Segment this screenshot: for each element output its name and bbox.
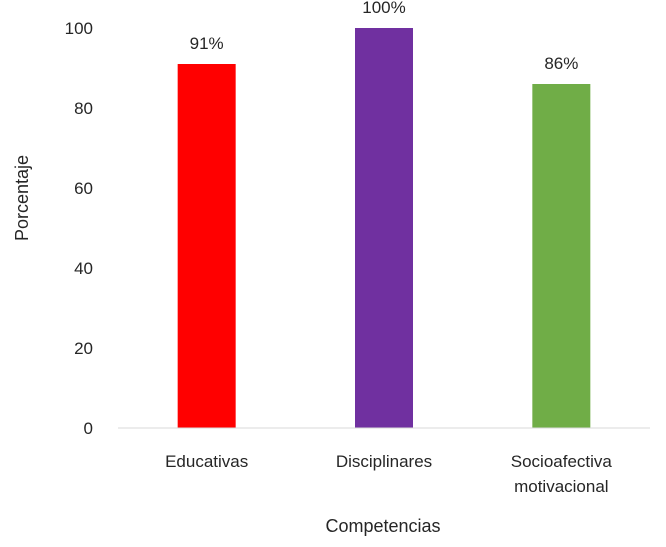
x-tick-label: Socioafectiva motivacional [511, 452, 613, 496]
data-labels: 91% 100% 86% [190, 0, 579, 73]
y-tick-label: 20 [74, 339, 93, 358]
data-label: 91% [190, 34, 224, 53]
y-tick-label: 0 [84, 419, 93, 438]
bar [177, 64, 236, 428]
y-tick-label: 40 [74, 259, 93, 278]
y-tick-label: 100 [65, 19, 93, 38]
y-tick-label: 60 [74, 179, 93, 198]
x-tick-label: Educativas [165, 452, 248, 471]
bar [532, 84, 591, 428]
data-label: 100% [362, 0, 405, 17]
y-tick-label: 80 [74, 99, 93, 118]
bars [177, 28, 591, 428]
data-label: 86% [544, 54, 578, 73]
x-tick-label: Disciplinares [336, 452, 432, 471]
x-axis-title: Competencias [325, 516, 440, 536]
bar [355, 28, 413, 428]
x-axis-ticks: Educativas Disciplinares Socioafectiva moti… [165, 452, 612, 496]
y-axis-title: Porcentaje [12, 155, 32, 241]
y-axis-ticks: 0 20 40 60 80 100 [65, 19, 93, 438]
